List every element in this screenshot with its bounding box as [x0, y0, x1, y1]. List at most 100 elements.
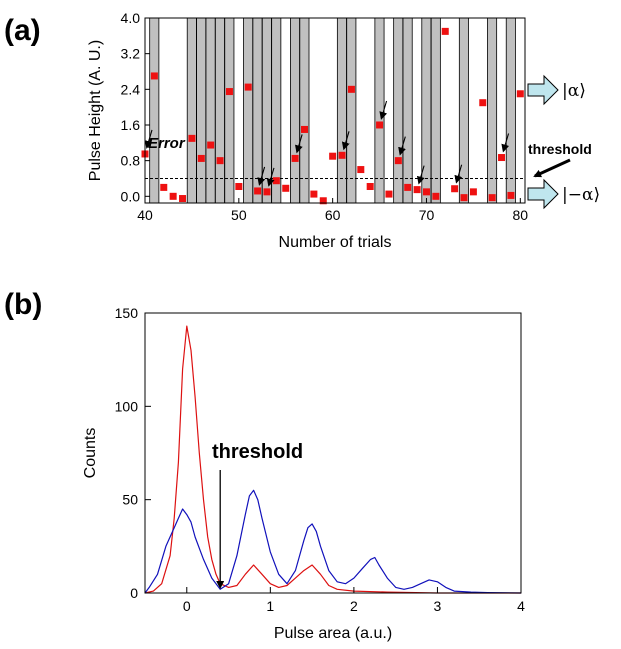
- panel-a-label: (a): [4, 14, 41, 47]
- data-point: [394, 157, 402, 165]
- data-point: [319, 197, 327, 205]
- error-arrow: [501, 133, 510, 153]
- bar: [299, 17, 310, 204]
- data-point: [357, 166, 365, 174]
- data-point: [282, 184, 290, 192]
- panel-a-error-label: Error: [148, 135, 186, 152]
- data-point: [413, 186, 421, 194]
- data-point: [291, 154, 299, 162]
- data-point: [441, 27, 449, 35]
- bar: [186, 17, 197, 204]
- panel-a-threshold-arrow: [533, 158, 571, 178]
- x-tick-label: 0: [183, 598, 191, 614]
- data-point: [451, 185, 459, 193]
- bar: [402, 17, 413, 204]
- data-point: [479, 99, 487, 107]
- bar: [196, 17, 207, 204]
- data-point: [469, 188, 477, 196]
- error-arrow: [416, 165, 425, 185]
- data-point: [488, 194, 496, 202]
- bar: [205, 17, 216, 204]
- error-arrow: [341, 131, 350, 151]
- data-point: [347, 85, 355, 93]
- error-arrow: [266, 167, 275, 187]
- data-point: [376, 121, 384, 129]
- panel-b-series: [144, 325, 522, 594]
- panel-a-x-axis-label: Number of trials: [279, 234, 392, 251]
- bar: [243, 17, 254, 204]
- x-tick-label: 40: [137, 207, 153, 223]
- bar: [252, 17, 263, 204]
- data-point: [169, 192, 177, 200]
- bar: [458, 17, 469, 204]
- bar: [336, 17, 347, 204]
- y-tick-label: 100: [115, 398, 139, 414]
- x-tick-label: 50: [231, 207, 247, 223]
- data-point: [516, 90, 524, 98]
- red-series-line: [144, 325, 521, 594]
- panel-b-ticks: 0 1 2 3 4 0 50 100 150: [115, 305, 525, 614]
- panel-b: (b) 0 1 2 3 4 0 50 100 150 Pulse area (a.u.) Cou…: [4, 288, 525, 642]
- data-point: [338, 151, 346, 159]
- error-arrow: [294, 134, 303, 154]
- data-point: [150, 72, 158, 80]
- y-tick-label: 0.0: [121, 188, 141, 204]
- data-point: [310, 190, 318, 198]
- data-point: [432, 192, 440, 200]
- y-tick-label: 2.4: [121, 81, 141, 97]
- data-point: [329, 152, 337, 160]
- bar: [487, 17, 498, 204]
- error-arrow: [454, 164, 463, 184]
- data-point: [188, 134, 196, 142]
- data-point: [254, 187, 262, 195]
- panel-a-state-plus-label: |α⟩: [562, 81, 586, 101]
- panel-b-threshold-label: threshold: [212, 441, 303, 463]
- data-point: [366, 183, 374, 191]
- panel-b-plot-frame: [144, 312, 522, 594]
- bar: [271, 17, 282, 204]
- data-point: [460, 194, 468, 202]
- data-point: [272, 177, 280, 185]
- panel-a-state-minus-arrow: [527, 178, 559, 210]
- panel-a-state-plus-arrow: [527, 74, 559, 106]
- error-arrow: [398, 136, 406, 156]
- data-point: [225, 88, 233, 96]
- y-tick-label: 3.2: [121, 46, 141, 62]
- x-tick-label: 80: [513, 207, 529, 223]
- x-tick-label: 2: [350, 598, 358, 614]
- x-tick-label: 70: [419, 207, 435, 223]
- data-point: [160, 183, 168, 191]
- error-arrow: [144, 129, 153, 149]
- panel-a-points: [141, 27, 524, 205]
- blue-series-line: [144, 489, 522, 594]
- x-tick-label: 60: [325, 207, 341, 223]
- data-point: [507, 191, 515, 199]
- panel-b-x-axis-label: Pulse area (a.u.): [274, 625, 392, 642]
- data-point: [301, 125, 309, 133]
- y-tick-label: 1.6: [121, 117, 141, 133]
- y-tick-label: 50: [122, 492, 138, 508]
- panel-b-y-axis-label: Counts: [82, 428, 99, 479]
- data-point: [385, 190, 393, 198]
- data-point: [263, 188, 271, 196]
- bar: [290, 17, 301, 204]
- bar: [346, 17, 357, 204]
- panel-a-plot-frame: [144, 17, 526, 204]
- y-tick-label: 150: [115, 305, 139, 321]
- data-point: [197, 154, 205, 162]
- x-tick-label: 3: [434, 598, 442, 614]
- y-tick-label: 4.0: [121, 10, 141, 26]
- panel-a-error-arrows: [144, 100, 510, 187]
- panel-a: (a) 40 50 60 70 80 0.0 0.8 1.6 2.4 3.2 4.0 Number …: [4, 10, 600, 251]
- bar: [374, 17, 385, 204]
- error-arrow: [257, 166, 266, 186]
- panel-a-state-minus-label: |−α⟩: [562, 185, 600, 205]
- bar: [224, 17, 235, 204]
- data-point: [498, 154, 506, 162]
- bar: [393, 17, 404, 204]
- panel-a-ticks: 40 50 60 70 80 0.0 0.8 1.6 2.4 3.2 4.0: [121, 10, 529, 223]
- data-point: [235, 183, 243, 191]
- x-tick-label: 1: [266, 598, 274, 614]
- panel-a-threshold-label: threshold: [528, 141, 592, 157]
